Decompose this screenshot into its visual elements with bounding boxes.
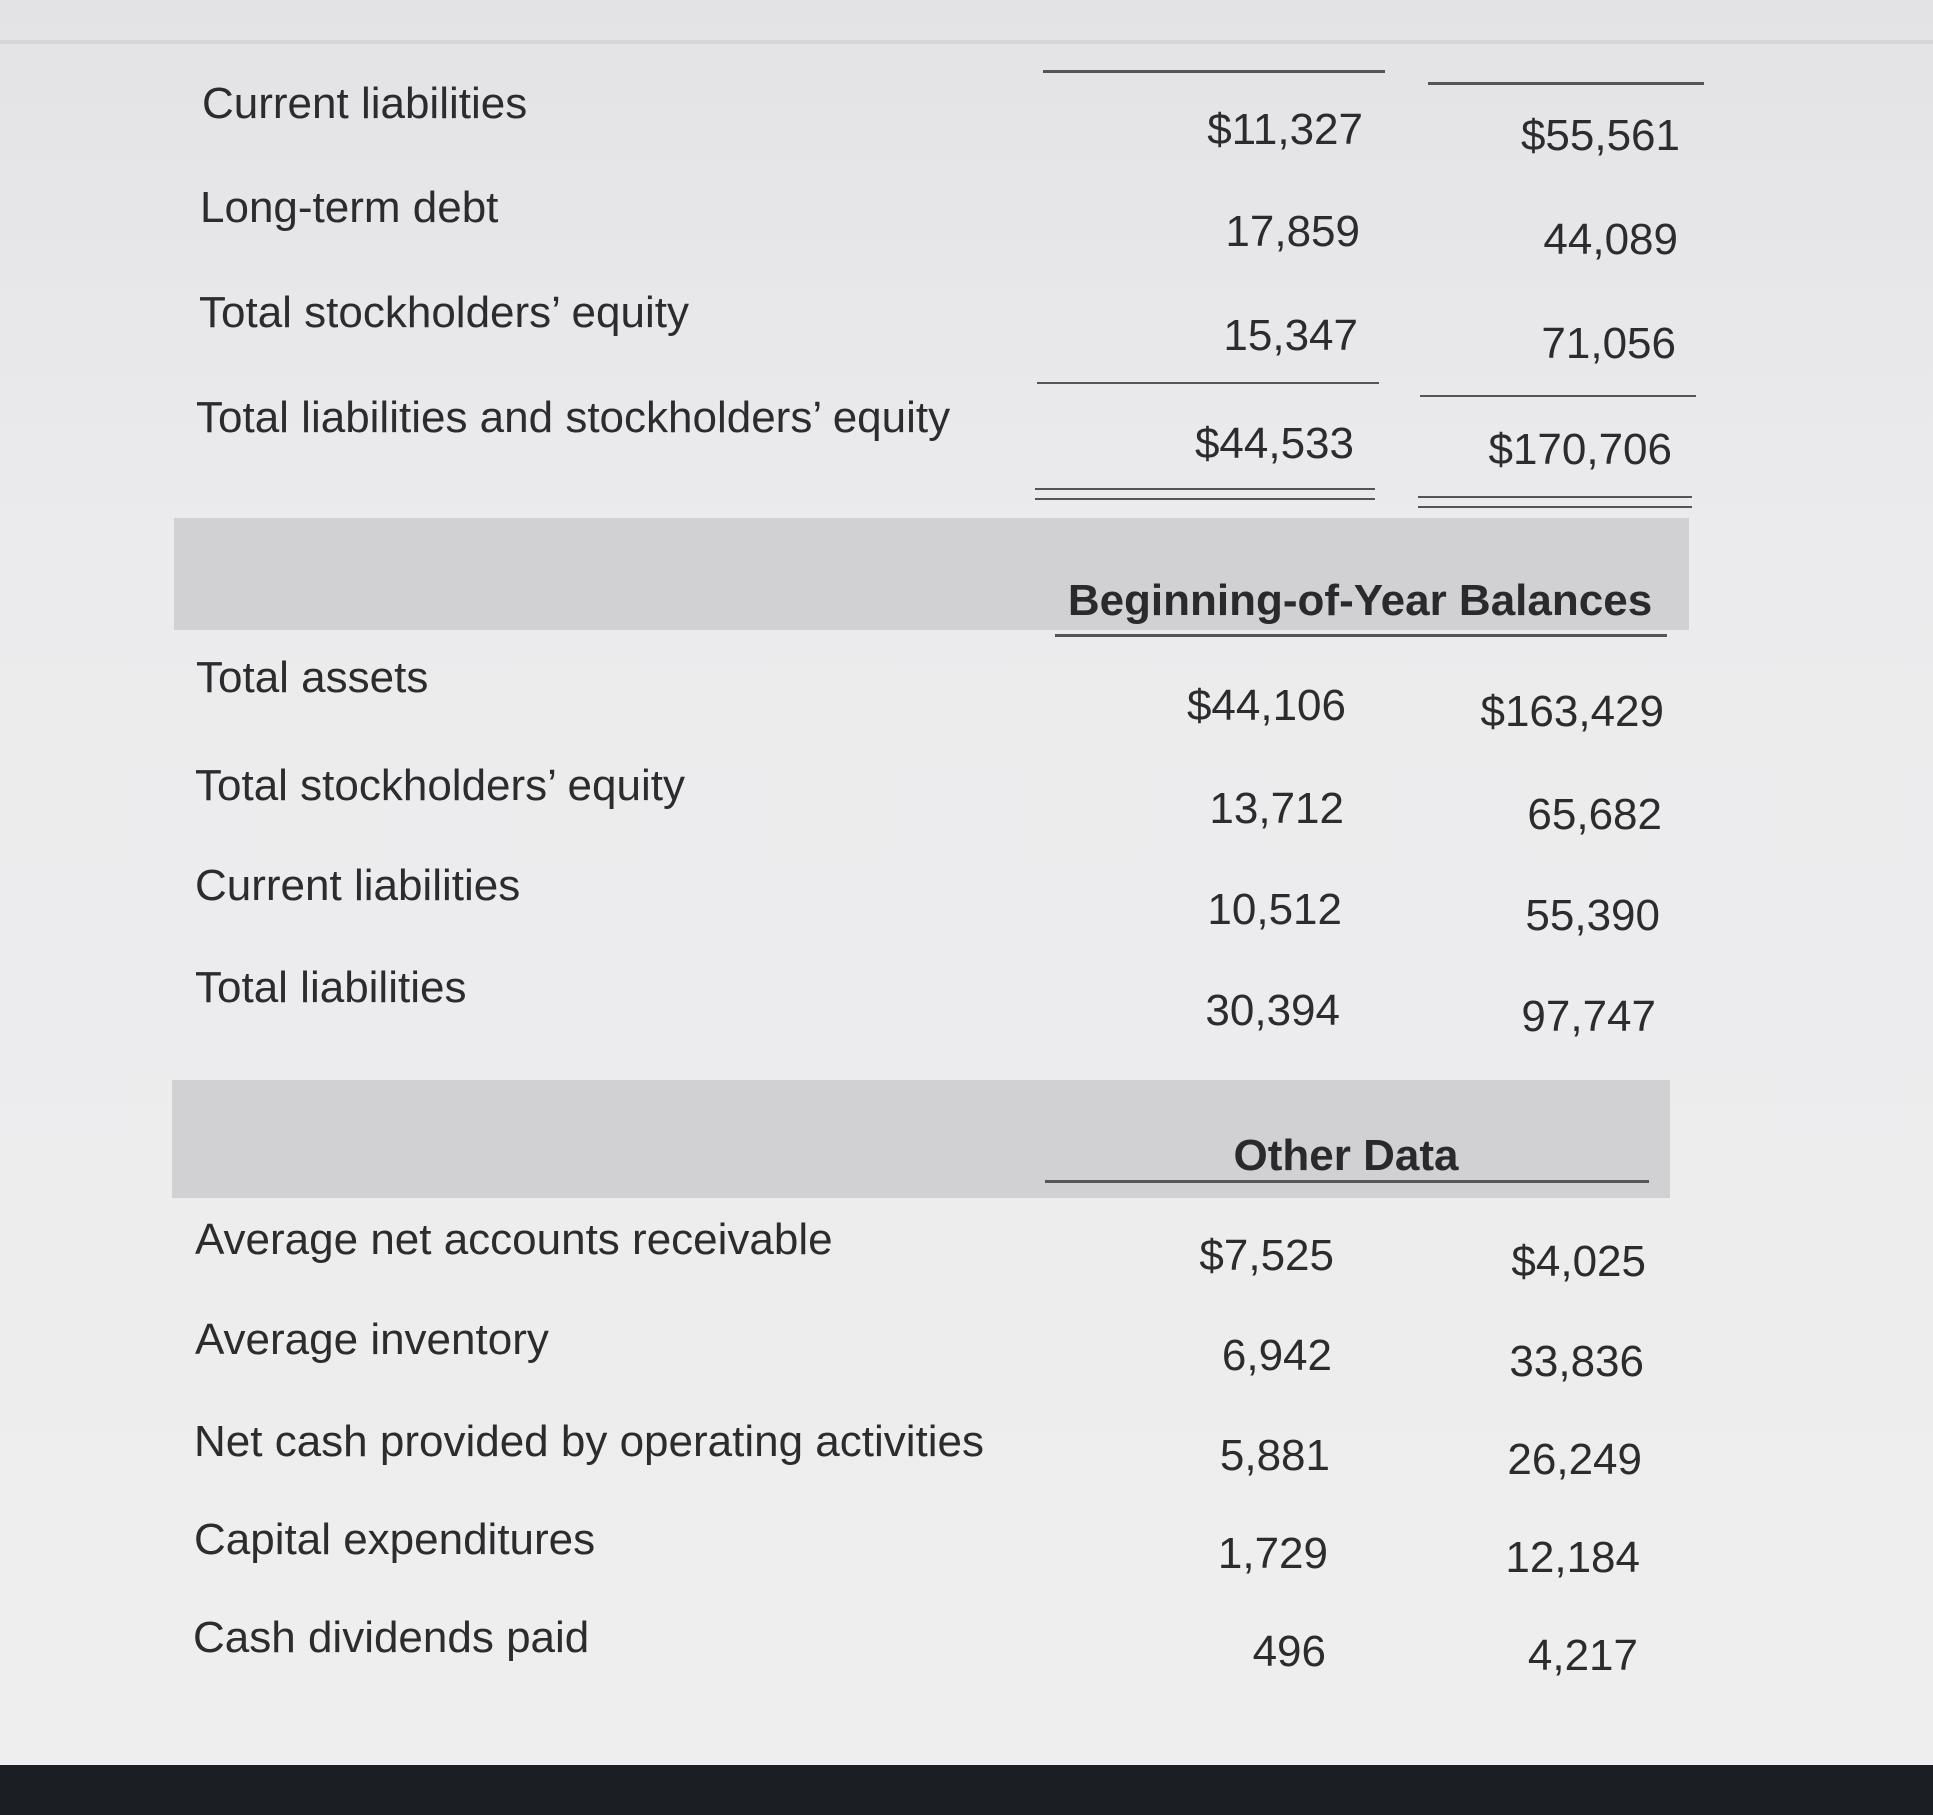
row-label-total-liabilities-and-equity: Total liabilities and stockholders’ equi…	[196, 393, 951, 442]
row-label-net-cash-operating-activities: Net cash provided by operating activitie…	[194, 1417, 984, 1466]
row-value-col1: $11,327	[1207, 105, 1363, 154]
row-value-col1: $7,525	[1199, 1231, 1334, 1280]
row-label-total-assets: Total assets	[196, 653, 429, 702]
row-value-col1: $44,106	[1186, 681, 1346, 730]
row-value-col2: 65,682	[1527, 790, 1662, 839]
row-value-col2: 97,747	[1521, 992, 1656, 1041]
row-value-col2: 33,836	[1509, 1337, 1644, 1386]
column-2-top-rule	[1428, 82, 1704, 85]
row-value-col2: 4,217	[1527, 1631, 1638, 1680]
row-value-col1: 13,712	[1209, 784, 1344, 833]
column-1-subtotal-rule	[1037, 382, 1379, 384]
row-value-col1: 1,729	[1217, 1529, 1328, 1578]
row-label-capital-expenditures: Capital expenditures	[194, 1515, 596, 1564]
row-label-total-stockholders-equity: Total stockholders’ equity	[195, 761, 685, 810]
column-2-subtotal-rule	[1420, 395, 1696, 397]
column-2-double-rule-b	[1418, 506, 1692, 508]
row-value-col1: 6,942	[1221, 1331, 1332, 1380]
row-value-col1: 30,394	[1205, 986, 1340, 1035]
row-value-col1: $44,533	[1194, 419, 1354, 468]
row-value-col1: 496	[1252, 1627, 1326, 1676]
row-value-col1: 15,347	[1223, 311, 1358, 360]
column-1-double-rule-a	[1035, 488, 1375, 490]
column-2-double-rule-a	[1418, 496, 1692, 498]
financial-statement-page: Current liabilities $11,327 $55,561 Long…	[0, 0, 1933, 1765]
row-value-col2: 44,089	[1543, 215, 1678, 264]
beginning-balances-title: Beginning-of-Year Balances	[1067, 576, 1653, 625]
row-value-col1: 5,881	[1219, 1431, 1330, 1480]
beginning-balances-header-band	[174, 518, 1689, 630]
row-label-total-stockholders-equity: Total stockholders’ equity	[199, 288, 689, 337]
monitor-bezel	[0, 1765, 1933, 1815]
row-value-col2: 71,056	[1541, 319, 1676, 368]
row-label-cash-dividends-paid: Cash dividends paid	[193, 1613, 590, 1662]
row-value-col2: $4,025	[1511, 1237, 1646, 1286]
other-data-header-band	[172, 1080, 1670, 1198]
row-label-average-net-accounts-receivable: Average net accounts receivable	[195, 1215, 833, 1264]
row-value-col2: $163,429	[1480, 687, 1664, 736]
row-value-col2: $170,706	[1488, 425, 1672, 474]
other-data-title: Other Data	[1233, 1131, 1459, 1180]
row-label-current-liabilities: Current liabilities	[202, 79, 528, 128]
row-value-col1: 17,859	[1225, 207, 1360, 256]
column-1-top-rule	[1043, 70, 1385, 73]
top-edge-rule	[0, 40, 1933, 44]
row-value-col2: $55,561	[1520, 111, 1680, 160]
row-value-col2: 26,249	[1507, 1435, 1642, 1484]
row-label-long-term-debt: Long-term debt	[200, 183, 499, 232]
row-value-col2: 55,390	[1525, 891, 1660, 940]
row-label-total-liabilities: Total liabilities	[195, 963, 467, 1012]
row-value-col2: 12,184	[1505, 1533, 1640, 1582]
column-1-double-rule-b	[1035, 498, 1375, 500]
row-label-average-inventory: Average inventory	[195, 1315, 549, 1364]
beginning-balances-title-rule	[1055, 634, 1667, 637]
other-data-title-rule	[1045, 1180, 1649, 1183]
row-label-current-liabilities: Current liabilities	[195, 861, 521, 910]
row-value-col1: 10,512	[1207, 885, 1342, 934]
